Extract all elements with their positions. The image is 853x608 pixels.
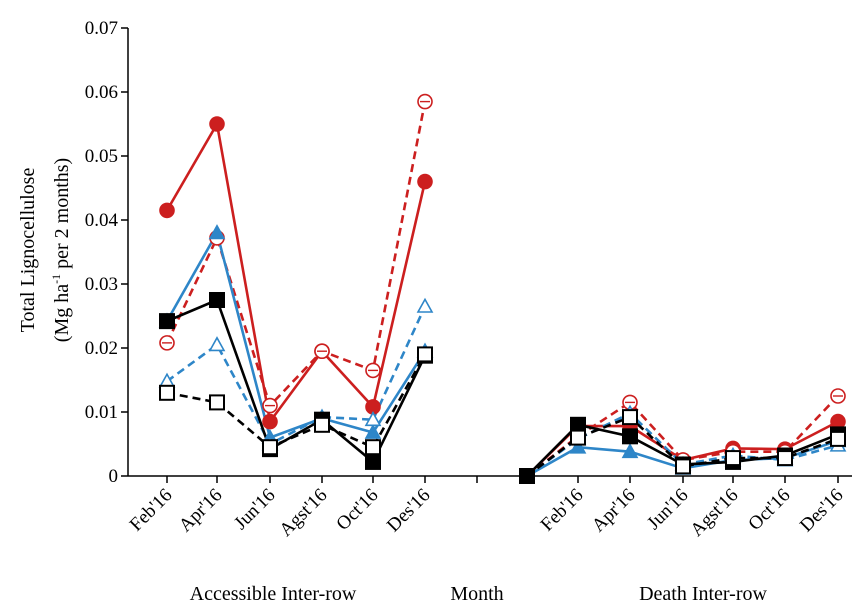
- square-marker: [159, 313, 175, 330]
- y-axis-title-line1: Total Lignocellulose: [17, 168, 39, 333]
- y-tick-label: 0.06: [85, 82, 118, 103]
- group-label-death: Death Inter-row: [639, 583, 767, 605]
- square-marker: [830, 430, 846, 447]
- x-tick-label: Feb'16: [126, 485, 177, 536]
- series-markers-circle-open: [159, 93, 846, 484]
- x-tick-label: Des'16: [796, 485, 848, 537]
- y-axis-title: Total Lignocellulose: [17, 168, 39, 333]
- circle-marker: [159, 202, 175, 219]
- triangle-marker: [416, 297, 434, 313]
- circle-marker: [209, 116, 225, 132]
- square-marker: [314, 416, 330, 433]
- x-tick-label: Oct'16: [744, 485, 794, 535]
- y-tick-label: 0: [109, 466, 119, 487]
- square-marker: [417, 346, 433, 363]
- y-tick-label: 0.03: [85, 274, 118, 295]
- square-marker: [209, 394, 225, 411]
- x-tick-label: Apr'16: [588, 485, 640, 537]
- series-circle-open: [165, 101, 839, 478]
- square-marker: [622, 428, 638, 445]
- x-tick-label: Oct'16: [332, 485, 382, 535]
- triangle-marker: [208, 224, 226, 240]
- x-tick-label: Apr'16: [175, 485, 227, 537]
- y-axis-ticks: 0 0.01 0.02 0.03 0.04 0.05 0.06 0.07: [85, 18, 128, 487]
- x-tick-label: Feb'16: [537, 485, 588, 536]
- square-marker: [365, 453, 381, 470]
- square-marker: [159, 384, 175, 401]
- series-triangle-open: [166, 305, 839, 478]
- series-markers-square-open: [159, 346, 846, 484]
- series-line: [166, 305, 427, 446]
- square-marker: [570, 429, 586, 446]
- square-marker: [365, 439, 381, 456]
- series-line: [165, 229, 427, 440]
- y-tick-label: 0.04: [85, 210, 119, 231]
- triangle-marker: [208, 336, 226, 352]
- square-marker: [622, 409, 638, 426]
- y-tick-label: 0.01: [85, 402, 118, 423]
- series-square-open: [166, 353, 839, 478]
- square-marker: [519, 468, 535, 484]
- triangle-marker: [364, 411, 382, 427]
- triangle-marker: [364, 423, 382, 439]
- square-marker: [777, 450, 793, 467]
- y-tick-label: 0.07: [85, 18, 118, 39]
- x-tick-label: Jun'16: [230, 485, 279, 534]
- square-marker: [675, 458, 691, 475]
- series-layer: [158, 93, 847, 484]
- triangle-marker: [569, 438, 587, 454]
- triangle-marker: [621, 443, 639, 459]
- series-line: [166, 298, 427, 464]
- group-label-accessible: Accessible Inter-row: [190, 583, 357, 605]
- y-tick-label: 0.05: [85, 146, 118, 167]
- x-axis-title: Month: [450, 583, 503, 605]
- axes: [127, 28, 852, 477]
- series-line: [166, 353, 427, 449]
- x-tick-label: Agst'16: [275, 485, 331, 541]
- x-tick-label: Jun'16: [643, 485, 692, 534]
- x-tick-label: Agst'16: [686, 485, 742, 541]
- square-marker: [262, 439, 278, 456]
- x-tick-label: Des'16: [383, 485, 435, 537]
- y-axis-title-units: (Mg ha-1 per 2 months): [49, 158, 73, 342]
- circle-marker: [417, 173, 433, 190]
- y-tick-label: 0.02: [85, 338, 118, 359]
- square-marker: [725, 450, 741, 467]
- series-line: [165, 120, 427, 425]
- series-line: [165, 101, 427, 409]
- square-marker: [209, 292, 225, 308]
- circle-marker: [262, 413, 278, 430]
